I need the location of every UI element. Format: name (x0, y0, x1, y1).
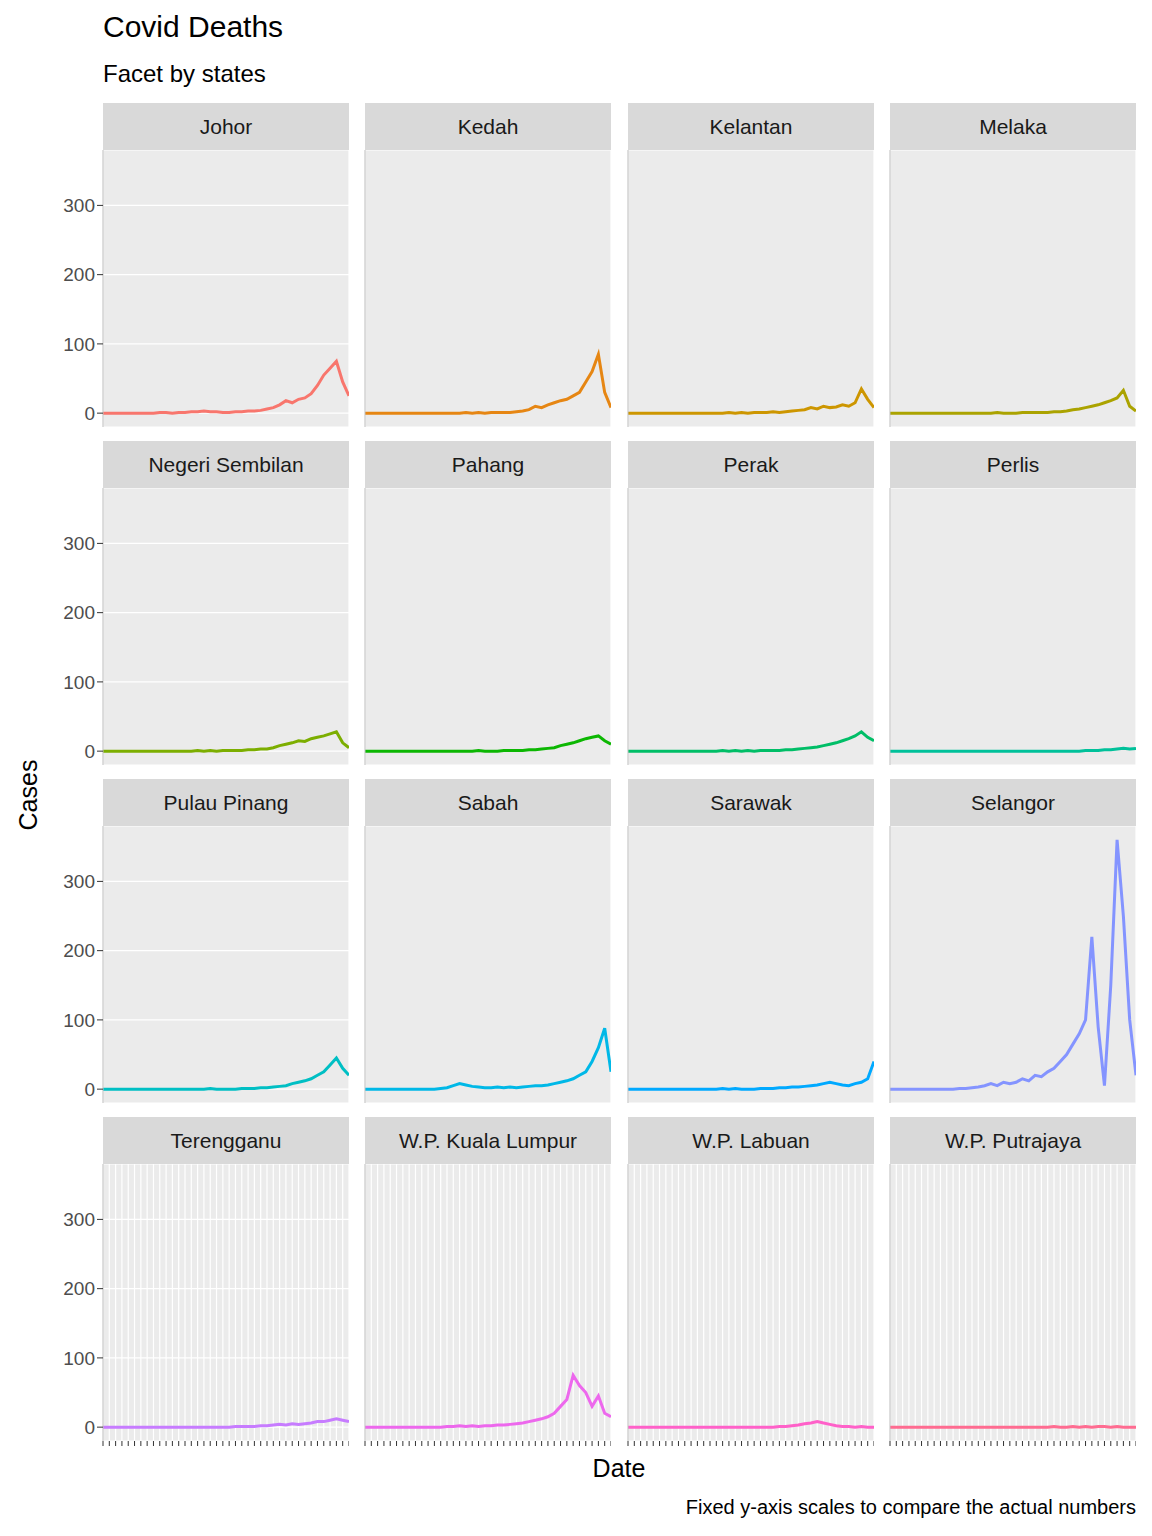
html-text:Pahang: Pahang (451, 452, 525, 476)
svg-text:0: 0 (84, 741, 95, 762)
svg-text:100: 100 (63, 672, 95, 693)
html-text:W.P. Kuala Lumpur: W.P. Kuala Lumpur (398, 1128, 578, 1152)
html-text:Kelantan: Kelantan (709, 114, 793, 138)
html-text:Melaka: Melaka (979, 114, 1047, 138)
svg-text:0: 0 (84, 403, 95, 424)
html-text:Terengganu: Terengganu (170, 1128, 282, 1152)
svg-text:100: 100 (63, 334, 95, 355)
svg-text:300: 300 (63, 871, 95, 892)
html-text:Perak: Perak (723, 452, 779, 476)
svg-text:100: 100 (63, 1010, 95, 1031)
html-text:Selangor: Selangor (971, 790, 1055, 814)
html-text:Date: Date (592, 1453, 646, 1482)
svg-text:200: 200 (63, 264, 95, 285)
svg-text:0: 0 (84, 1079, 95, 1100)
svg-text:300: 300 (63, 1209, 95, 1230)
html-text:Negeri Sembilan: Negeri Sembilan (148, 452, 304, 476)
svg-text:0: 0 (84, 1417, 95, 1438)
html-text:Covid Deaths: Covid Deaths (103, 10, 284, 43)
svg-text:200: 200 (63, 940, 95, 961)
svg-text:100: 100 (63, 1348, 95, 1369)
html-text:Sarawak: Sarawak (710, 790, 792, 814)
svg-text:200: 200 (63, 1278, 95, 1299)
html-text:Pulau Pinang: Pulau Pinang (163, 790, 289, 814)
html-text:Fixed y-axis scales to compare: Fixed y-axis scales to compare the actua… (685, 1496, 1136, 1518)
html-text:Facet by states: Facet by states (103, 60, 266, 87)
svg-text:300: 300 (63, 195, 95, 216)
svg-text:300: 300 (63, 533, 95, 554)
svg-text:200: 200 (63, 602, 95, 623)
html-text:Perlis: Perlis (986, 452, 1040, 476)
html-text:Sabah: Sabah (457, 790, 519, 814)
html-text:Johor: Johor (199, 114, 253, 138)
html-text:Cases: Cases (13, 759, 42, 831)
html-text:W.P. Putrajaya: W.P. Putrajaya (944, 1128, 1082, 1152)
html-text:Kedah: Kedah (457, 114, 519, 138)
html-text:W.P. Labuan: W.P. Labuan (692, 1128, 810, 1152)
